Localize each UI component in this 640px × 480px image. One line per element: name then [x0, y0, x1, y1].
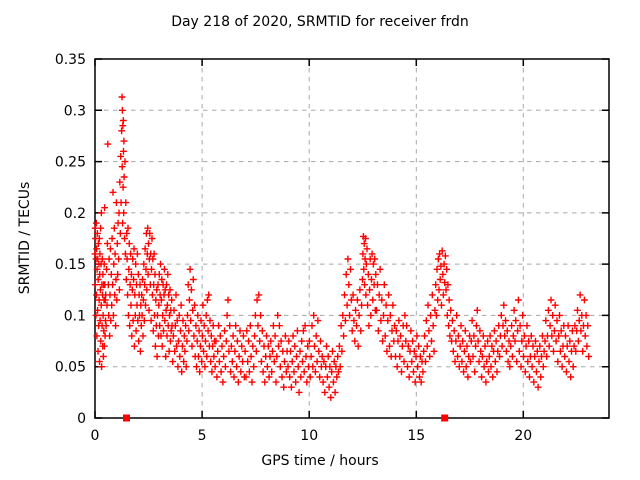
x-tick-label: 15: [407, 428, 425, 444]
x-tick-label: 0: [91, 428, 100, 444]
scatter-points: [91, 93, 593, 401]
x-tick-label: 10: [300, 428, 318, 444]
chart-title: Day 218 of 2020, SRMTID for receiver frd…: [171, 14, 469, 30]
y-tick-label: 0.25: [55, 155, 86, 171]
x-axis-label: GPS time / hours: [261, 453, 379, 469]
x-tick-label: 20: [514, 428, 532, 444]
y-tick-label: 0.2: [64, 206, 86, 222]
y-tick-label: 0.3: [64, 103, 86, 119]
y-tick-labels: 0 0.05 0.1 0.15 0.2 0.25 0.3 0.35: [55, 52, 86, 427]
y-tick-label: 0.35: [55, 52, 86, 68]
y-tick-label: 0.15: [55, 257, 86, 273]
y-tick-label: 0.1: [64, 308, 86, 324]
y-tick-label: 0.05: [55, 360, 86, 376]
x-tick-labels: 0 5 10 15 20: [91, 428, 533, 444]
x-tick-label: 5: [198, 428, 207, 444]
axis-event-marker: [441, 414, 449, 422]
axis-event-marker: [123, 414, 130, 422]
y-tick-label: 0: [77, 411, 86, 427]
